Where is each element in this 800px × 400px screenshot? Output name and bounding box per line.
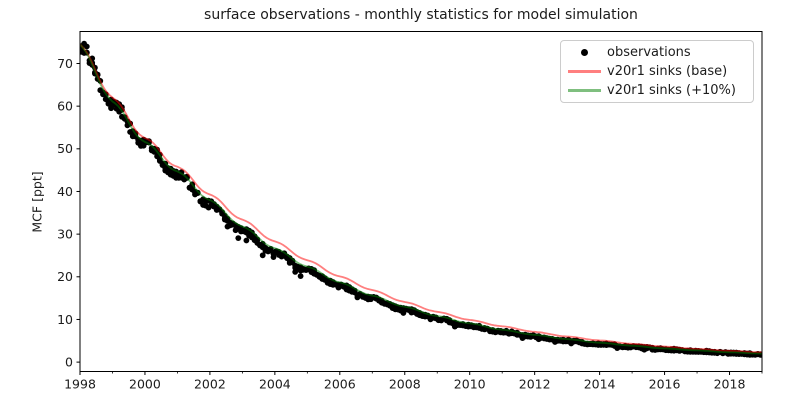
legend-item-plus10: v20r1 sinks (+10%) — [561, 81, 753, 100]
x-tick-label: 2016 — [649, 377, 681, 392]
legend-item-label: observations — [607, 45, 691, 60]
legend-item-label: v20r1 sinks (+10%) — [607, 83, 736, 98]
legend-item-base: v20r1 sinks (base) — [561, 62, 753, 81]
y-tick-label: 40 — [57, 184, 73, 199]
legend-item-label: v20r1 sinks (base) — [607, 64, 728, 79]
x-tick-label: 2002 — [194, 377, 226, 392]
y-tick-label: 50 — [57, 141, 73, 156]
legend-line-red-icon — [561, 70, 607, 73]
y-tick-label: 10 — [57, 312, 73, 327]
x-axis: 1998 2000 2002 2004 2006 2008 2010 2012 2014 2016… — [64, 371, 763, 392]
x-tick-label: 2008 — [389, 377, 421, 392]
legend-dot-icon — [561, 49, 607, 56]
x-tick-label: 2004 — [259, 377, 291, 392]
legend: observations v20r1 sinks (base) v20r1 si… — [560, 40, 754, 103]
y-tick-label: 70 — [57, 56, 73, 71]
x-tick-label: 2010 — [454, 377, 486, 392]
y-tick-label: 0 — [65, 354, 73, 369]
x-tick-label: 2000 — [129, 377, 161, 392]
x-tick-label: 1998 — [64, 377, 96, 392]
x-tick-label: 2014 — [584, 377, 616, 392]
y-tick-label: 30 — [57, 226, 73, 241]
chart-title: surface observations - monthly statistic… — [204, 7, 638, 23]
series-line-plus10 — [80, 43, 762, 355]
axes-frame — [79, 31, 763, 372]
x-tick-label: 2018 — [714, 377, 746, 392]
y-axis-label: MCF [ppt] — [29, 171, 45, 233]
legend-item-observations: observations — [561, 43, 753, 62]
y-tick-label: 60 — [57, 98, 73, 113]
x-tick-label: 2006 — [324, 377, 356, 392]
y-tick-label: 20 — [57, 269, 73, 284]
legend-line-green-icon — [561, 89, 607, 92]
series-line-base — [80, 43, 762, 354]
x-tick-label: 2012 — [519, 377, 551, 392]
y-axis: 0 10 20 30 40 50 60 70 — [57, 56, 80, 369]
